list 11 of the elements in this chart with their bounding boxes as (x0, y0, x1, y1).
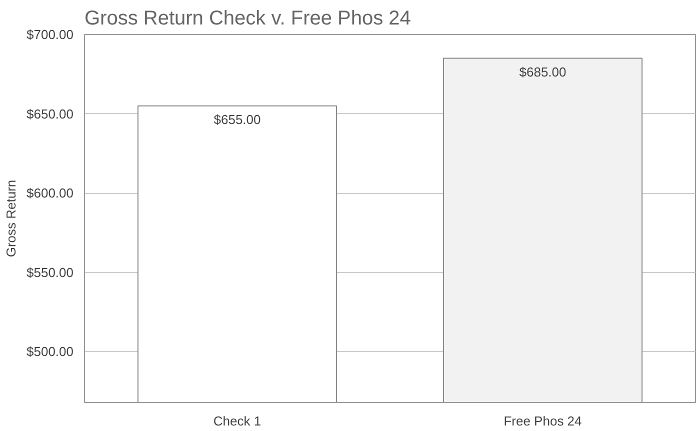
y-tick-label: $550.00 (26, 264, 74, 280)
x-tick-label: Check 1 (213, 414, 262, 428)
chart-title: Gross Return Check v. Free Phos 24 (84, 8, 411, 30)
data-label: $655.00 (214, 112, 261, 127)
y-tick-label: $500.00 (26, 344, 74, 360)
data-label: $685.00 (519, 64, 566, 80)
y-tick-label: $600.00 (26, 186, 74, 201)
x-tick-label: Free Phos 24 (504, 414, 582, 428)
y-axis-title: Gross Return (4, 180, 19, 258)
y-tick-label: $650.00 (26, 106, 74, 122)
y-tick-label: $700.00 (26, 27, 74, 42)
